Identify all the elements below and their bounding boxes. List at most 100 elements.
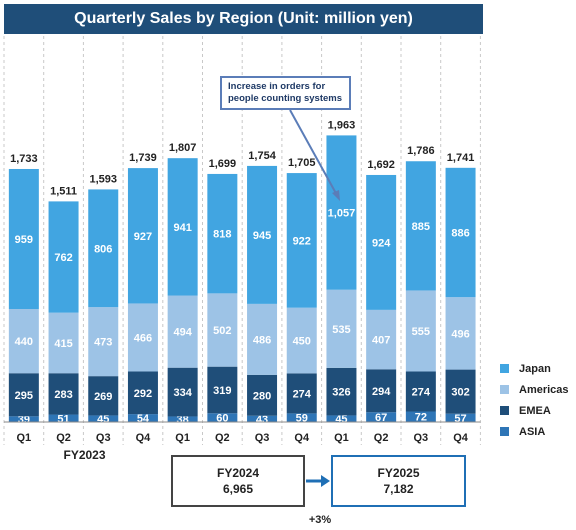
bar-segment-americas [286, 307, 317, 374]
bar-segment-japan [286, 173, 317, 308]
segment-value-label: 927 [134, 231, 152, 243]
quarter-tick-label: Q3 [96, 432, 111, 444]
bar-segment-asia [405, 411, 436, 422]
segment-value-label: 283 [54, 389, 72, 401]
segment-value-label: 51 [57, 413, 69, 425]
total-value-label: 1,511 [50, 185, 77, 197]
segment-value-label: 466 [134, 332, 152, 344]
segment-value-label: 45 [335, 414, 347, 426]
quarter-tick-label: Q2 [374, 432, 389, 444]
segment-value-label: 450 [293, 336, 311, 348]
quarter-tick-label: Q1 [175, 432, 190, 444]
segment-value-label: 54 [137, 413, 150, 425]
legend-item-americas: Americas [500, 379, 569, 400]
segment-value-label: 274 [293, 388, 312, 400]
legend-label-americas: Americas [519, 383, 569, 396]
total-value-label: 1,786 [407, 145, 435, 157]
segment-value-label: 473 [94, 337, 112, 349]
bar-segment-americas [48, 312, 79, 374]
bar-segment-japan [127, 168, 158, 304]
segment-value-label: 295 [15, 390, 33, 402]
quarter-tick-label: Q4 [294, 432, 310, 444]
bar-segment-americas [405, 290, 436, 372]
total-value-label: 1,705 [288, 157, 316, 169]
segment-value-label: 274 [412, 386, 431, 398]
segment-value-label: 57 [454, 413, 466, 425]
bar-segment-americas [127, 303, 158, 372]
quarter-tick-label: Q4 [453, 432, 469, 444]
bar-segment-americas [8, 308, 39, 374]
segment-value-label: 886 [451, 227, 469, 239]
bar-segment-japan [207, 173, 238, 294]
segment-value-label: 43 [256, 414, 268, 426]
legend-swatch-japan [500, 364, 509, 373]
segment-value-label: 319 [213, 385, 231, 397]
legend-item-japan: Japan [500, 358, 569, 379]
chart-title: Quarterly Sales by Region (Unit: million… [4, 4, 483, 34]
bar-segment-asia [366, 412, 397, 422]
total-value-label: 1,733 [10, 153, 38, 165]
legend-swatch-emea [500, 406, 509, 415]
segment-value-label: 502 [213, 325, 231, 337]
annotation-callout: Increase in orders for people counting s… [220, 76, 351, 110]
fy2025-total: 7,182 [383, 482, 414, 496]
bar-segment-asia [207, 413, 238, 422]
bar-segment-emea [366, 369, 397, 413]
quarter-tick-label: Q3 [414, 432, 429, 444]
bar-segment-americas [167, 295, 198, 368]
total-value-label: 1,963 [328, 119, 356, 131]
bar-segment-emea [286, 373, 317, 414]
total-value-label: 1,692 [367, 159, 395, 171]
legend-swatch-americas [500, 385, 509, 394]
legend-swatch-asia [500, 427, 509, 436]
bar-segment-americas [207, 293, 238, 367]
legend: Japan Americas EMEA ASIA [500, 358, 569, 442]
segment-value-label: 302 [451, 387, 469, 399]
bar-segment-americas [247, 303, 278, 375]
fy2024-total-box: FY2024 6,965 [171, 455, 305, 507]
segment-value-label: 762 [54, 252, 72, 264]
segment-value-label: 60 [216, 413, 228, 425]
fy2025-total-box: FY2025 7,182 [331, 455, 466, 507]
quarter-tick-label: Q2 [215, 432, 230, 444]
bar-segment-emea [48, 373, 79, 415]
segment-value-label: 1,057 [328, 208, 356, 220]
segment-value-label: 415 [54, 338, 72, 350]
bar-segment-japan [445, 167, 476, 298]
bar-segment-emea [207, 366, 238, 414]
bar-segment-japan [88, 189, 119, 308]
legend-label-emea: EMEA [519, 404, 551, 417]
segment-value-label: 941 [173, 222, 191, 234]
segment-value-label: 924 [372, 237, 391, 249]
total-value-label: 1,739 [129, 152, 157, 164]
total-value-label: 1,807 [169, 142, 197, 154]
bar-segment-emea [127, 371, 158, 415]
legend-item-emea: EMEA [500, 400, 569, 421]
bar-segment-asia [88, 415, 119, 422]
bar-segment-americas [445, 297, 476, 370]
bar-segment-americas [88, 307, 119, 377]
fy2023-label: FY2023 [63, 448, 106, 462]
segment-value-label: 885 [412, 221, 430, 233]
legend-label-japan: Japan [519, 362, 551, 375]
segment-value-label: 486 [253, 334, 271, 346]
bar-segment-asia [48, 414, 79, 422]
legend-label-asia: ASIA [519, 425, 546, 438]
segment-value-label: 407 [372, 335, 390, 347]
segment-value-label: 326 [332, 387, 350, 399]
bar-segment-japan [8, 168, 39, 309]
segment-value-label: 334 [173, 387, 192, 399]
segment-value-label: 39 [18, 414, 30, 426]
bar-segment-emea [88, 376, 119, 416]
bar-segment-emea [326, 367, 357, 416]
total-value-label: 1,593 [89, 173, 117, 185]
segment-value-label: 535 [332, 324, 350, 336]
bar-segment-asia [8, 416, 39, 422]
quarter-tick-label: Q1 [334, 432, 349, 444]
quarter-tick-label: Q1 [17, 432, 32, 444]
bar-segment-japan [167, 158, 198, 296]
segment-value-label: 922 [293, 235, 311, 247]
bar-segment-japan [48, 201, 79, 313]
bar-segment-emea [167, 367, 198, 417]
segment-value-label: 67 [375, 412, 387, 424]
